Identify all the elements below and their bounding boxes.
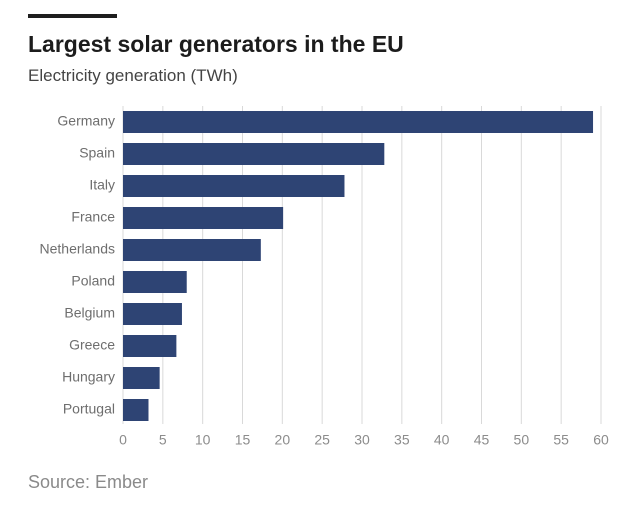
category-label-italy: Italy <box>89 177 115 193</box>
bar-belgium <box>123 303 182 325</box>
category-labels: Germany Spain Italy France Netherlands Poland… <box>40 113 116 417</box>
bar-netherlands <box>123 239 261 261</box>
category-label-hungary: Hungary <box>62 369 115 385</box>
bar-portugal <box>123 399 149 421</box>
x-tick-label-35: 35 <box>394 432 410 448</box>
chart-subtitle: Electricity generation (TWh) <box>28 66 238 85</box>
x-tick-label-10: 10 <box>195 432 211 448</box>
x-tick-label-0: 0 <box>119 432 127 448</box>
x-tick-label-60: 60 <box>593 432 609 448</box>
category-label-poland: Poland <box>71 273 115 289</box>
x-tick-label-15: 15 <box>235 432 251 448</box>
x-tick-label-30: 30 <box>354 432 370 448</box>
x-tick-labels: 0 5 10 15 20 25 30 35 40 45 50 55 60 <box>119 432 609 448</box>
bar-hungary <box>123 367 160 389</box>
x-tick-label-25: 25 <box>314 432 330 448</box>
category-label-germany: Germany <box>57 113 115 129</box>
top-accent-rule <box>28 14 117 18</box>
bar-poland <box>123 271 187 293</box>
x-tick-label-55: 55 <box>553 432 569 448</box>
chart-title: Largest solar generators in the EU <box>28 31 404 57</box>
bar-france <box>123 207 284 229</box>
x-tick-label-40: 40 <box>434 432 450 448</box>
x-tick-label-50: 50 <box>514 432 530 448</box>
category-label-portugal: Portugal <box>63 401 115 417</box>
x-tick-label-5: 5 <box>159 432 167 448</box>
category-label-spain: Spain <box>79 145 115 161</box>
category-label-netherlands: Netherlands <box>40 241 116 257</box>
bars <box>123 111 594 421</box>
bar-germany <box>123 111 594 133</box>
x-tick-label-20: 20 <box>275 432 291 448</box>
bar-spain <box>123 143 385 165</box>
category-label-belgium: Belgium <box>64 305 115 321</box>
source-note: Source: Ember <box>28 472 149 492</box>
bar-greece <box>123 335 177 357</box>
category-label-greece: Greece <box>69 337 115 353</box>
category-label-france: France <box>71 209 115 225</box>
bar-italy <box>123 175 345 197</box>
x-tick-label-45: 45 <box>474 432 490 448</box>
